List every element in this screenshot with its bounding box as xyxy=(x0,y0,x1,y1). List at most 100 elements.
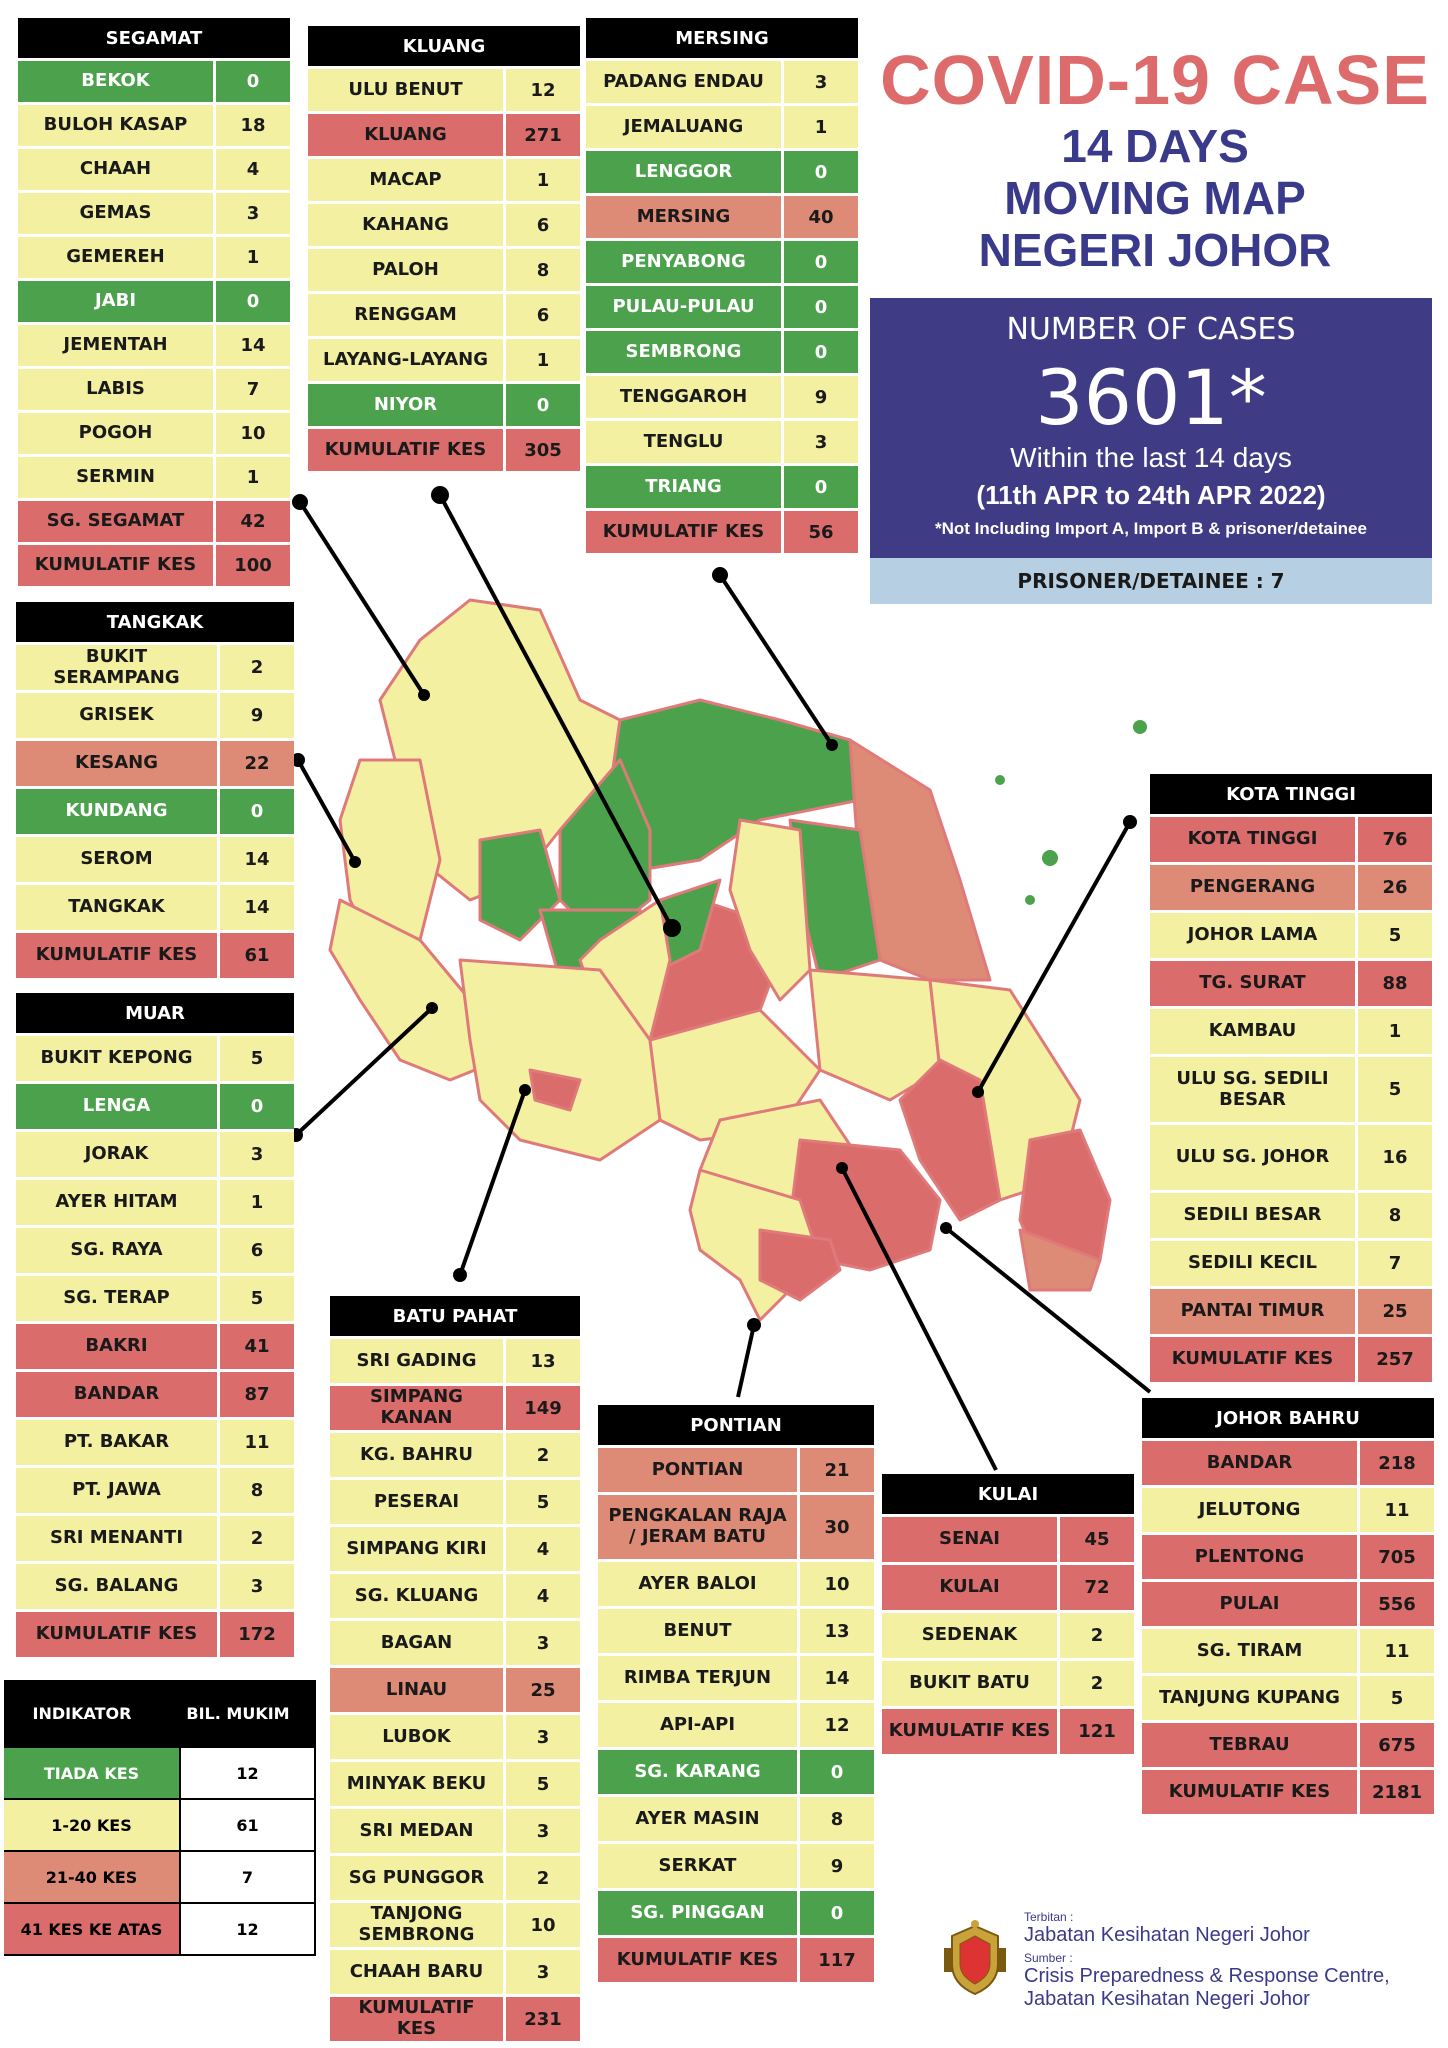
main-title: COVID-19 CASE xyxy=(880,41,1430,119)
table-row: SIMPANG KIRI 4 xyxy=(330,1524,580,1571)
table-kota-tinggi: KOTA TINGGI KOTA TINGGI 76 PENGERANG 26 JOHOR… xyxy=(1150,774,1432,1382)
map-region-pulai xyxy=(758,1228,842,1302)
cumulative-row: KUMULATIF KES 305 xyxy=(308,426,580,471)
summary-heading: NUMBER OF CASES xyxy=(1006,312,1296,347)
total-cases: 3601* xyxy=(1035,353,1267,442)
case-count: 1 xyxy=(213,237,290,278)
table-row: BUKIT SERAMPANG 2 xyxy=(16,642,294,690)
table-row: SG PUNGGOR 2 xyxy=(330,1853,580,1900)
table-row: PALOH 8 xyxy=(308,246,580,291)
case-count: 2 xyxy=(1057,1661,1134,1706)
table-row: POGOH 10 xyxy=(18,410,290,454)
mukim-name: GEMEREH xyxy=(66,246,165,268)
mukim-name: SG PUNGGOR xyxy=(348,1866,485,1888)
table-row: KESANG 22 xyxy=(16,738,294,786)
table-row: BANDAR 218 xyxy=(1142,1438,1434,1485)
table-row: CHAAH 4 xyxy=(18,146,290,190)
case-count: 1 xyxy=(503,339,580,381)
pointer-line-kulai xyxy=(840,1167,998,1471)
table-batu-pahat: BATU PAHAT SRI GADING 13 SIMPANG KANAN 149 KG… xyxy=(330,1296,580,2041)
case-count: 1 xyxy=(503,159,580,201)
mukim-name: KUMULATIF KES xyxy=(602,520,765,542)
table-row: JEMENTAH 14 xyxy=(18,322,290,366)
mukim-name: SRI GADING xyxy=(356,1349,477,1371)
table-row: PENGERANG 26 xyxy=(1150,862,1432,910)
period-label: Within the last 14 days xyxy=(1010,442,1292,473)
indicator-label: TIADA KES xyxy=(4,1748,181,1798)
district-header: JOHOR BAHRU xyxy=(1142,1398,1434,1438)
table-row: TEBRAU 675 xyxy=(1142,1720,1434,1767)
table-row: SG. SEGAMAT 42 xyxy=(18,498,290,542)
district-header: BATU PAHAT xyxy=(330,1296,580,1336)
case-count: 14 xyxy=(797,1656,874,1700)
case-count: 13 xyxy=(797,1609,874,1653)
mukim-name: SERKAT xyxy=(658,1854,737,1876)
table-row: JELUTONG 11 xyxy=(1142,1485,1434,1532)
case-count: 0 xyxy=(503,384,580,426)
pointer-line-pontian xyxy=(736,1324,756,1398)
prisoner-count: PRISONER/DETAINEE : 7 xyxy=(870,558,1432,604)
case-count: 45 xyxy=(1057,1517,1134,1562)
indicator-row: 1-20 KES 61 xyxy=(4,1798,316,1850)
mukim-name: PALOH xyxy=(372,258,439,280)
table-tangkak: TANGKAK BUKIT SERAMPANG 2 GRISEK 9 KESANG 22 KU… xyxy=(16,602,294,978)
mukim-name: JORAK xyxy=(84,1143,149,1165)
mukim-name: AYER HITAM xyxy=(55,1191,178,1213)
cumulative-row: KUMULATIF KES 257 xyxy=(1150,1334,1432,1382)
case-count: 11 xyxy=(1357,1629,1434,1673)
mukim-name: SIMPANG KIRI xyxy=(346,1537,487,1559)
mukim-name: GEMAS xyxy=(79,202,152,224)
case-count: 5 xyxy=(217,1276,294,1321)
table-row: LENGA 0 xyxy=(16,1081,294,1129)
case-count: 1 xyxy=(217,1180,294,1225)
case-count: 3 xyxy=(503,1621,580,1665)
mukim-name: TENGLU xyxy=(643,430,724,452)
mukim-name: TANJONG SEMBRONG xyxy=(358,1903,475,1945)
mukim-name: KUMULATIF KES xyxy=(616,1948,779,1970)
case-count: 0 xyxy=(781,241,858,283)
case-count: 231 xyxy=(503,1997,580,2041)
table-row: MACAP 1 xyxy=(308,156,580,201)
case-count: 18 xyxy=(213,105,290,146)
cumulative-row: KUMULATIF KES 117 xyxy=(598,1935,874,1982)
indicator-label: 1-20 KES xyxy=(4,1800,181,1850)
case-count: 7 xyxy=(1355,1241,1432,1286)
case-count: 4 xyxy=(503,1574,580,1618)
table-row: TANGKAK 14 xyxy=(16,882,294,930)
case-count: 14 xyxy=(213,325,290,366)
table-row: RENGGAM 6 xyxy=(308,291,580,336)
case-count: 2 xyxy=(217,645,294,690)
indicator-count: 61 xyxy=(181,1800,316,1850)
cumulative-row: KUMULATIF KES 61 xyxy=(16,930,294,978)
mukim-name: KUMULATIF KES xyxy=(1171,1348,1334,1370)
cumulative-row: KUMULATIF KES 121 xyxy=(882,1706,1134,1754)
case-count: 4 xyxy=(213,149,290,190)
table-row: NIYOR 0 xyxy=(308,381,580,426)
indicator-label: 41 KES KE ATAS xyxy=(4,1904,181,1954)
table-row: CHAAH BARU 3 xyxy=(330,1947,580,1994)
case-count: 0 xyxy=(217,789,294,834)
table-row: SEDENAK 2 xyxy=(882,1610,1134,1658)
table-row: API-API 12 xyxy=(598,1700,874,1747)
table-row: PULAU-PULAU 0 xyxy=(586,283,858,328)
mukim-name: PT. BAKAR xyxy=(63,1431,170,1453)
indicator-count: 12 xyxy=(181,1904,316,1954)
mukim-name: BUKIT BATU xyxy=(909,1672,1030,1694)
pointer-line-johor-bahru xyxy=(944,1226,1152,1394)
indicator-legend: INDIKATOR BIL. MUKIM TIADA KES 12 1-20 KES… xyxy=(4,1680,316,1956)
mukim-name: SENAI xyxy=(939,1528,1000,1550)
table-row: SIMPANG KANAN 149 xyxy=(330,1383,580,1430)
table-row: BAKRI 41 xyxy=(16,1321,294,1369)
case-count: 14 xyxy=(217,837,294,882)
case-count: 2 xyxy=(1057,1613,1134,1658)
case-count: 12 xyxy=(503,69,580,111)
case-count: 218 xyxy=(1357,1441,1434,1485)
mukim-name: PENGKALAN RAJA / JERAM BATU xyxy=(608,1505,787,1547)
table-row: SRI MEDAN 3 xyxy=(330,1806,580,1853)
title-block: COVID-19 CASE 14 DAYS MOVING MAP NEGERI … xyxy=(870,40,1440,276)
mukim-name: SG. SEGAMAT xyxy=(46,510,185,532)
table-row: ULU SG. JOHOR 16 xyxy=(1150,1122,1432,1190)
case-count: 72 xyxy=(1057,1565,1134,1610)
mukim-name: MACAP xyxy=(369,168,442,190)
mukim-name: KUMULATIF KES xyxy=(35,1623,198,1645)
